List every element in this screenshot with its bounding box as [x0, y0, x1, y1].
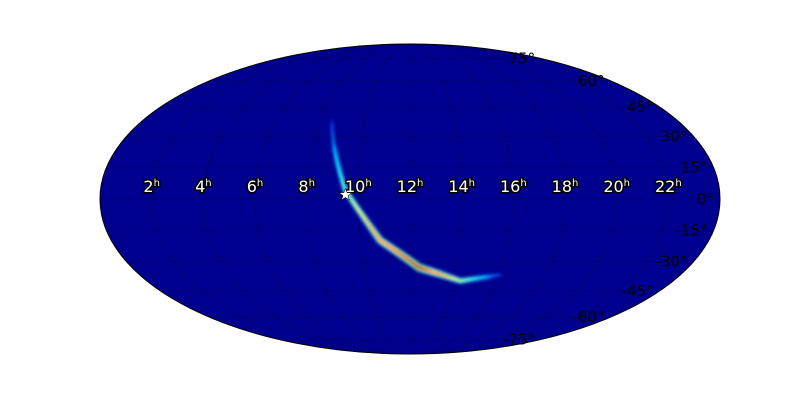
ra-tick-label: 10h [345, 177, 372, 196]
dec-tick-label: -45° [622, 282, 654, 300]
meridian-line [409, 44, 669, 354]
dec-tick-label: 0° [697, 190, 714, 208]
meridian-line [409, 44, 514, 354]
dec-tick-label: 75° [509, 50, 536, 68]
marker [338, 187, 353, 201]
dec-tick-label: 30° [661, 127, 688, 145]
ra-tick-label: 2h [143, 177, 160, 196]
ra-tick-label: 8h [298, 177, 315, 196]
meridian-line [409, 44, 463, 354]
ra-tick-label: 16h [500, 177, 527, 196]
ra-tick-label: 14h [448, 177, 475, 196]
graticule [100, 44, 720, 354]
dec-tick-label: -60° [573, 308, 605, 326]
ra-tick-label: 6h [247, 177, 264, 196]
ra-tick-label: 12h [397, 177, 424, 196]
meridian-line [409, 44, 618, 354]
star-icon [338, 187, 353, 201]
dec-tick-label: -30° [656, 253, 688, 271]
meridian-line [202, 44, 411, 354]
meridian-line [357, 44, 411, 354]
ra-tick-label: 20h [603, 177, 630, 196]
ra-tick-label: 4h [195, 177, 212, 196]
dec-tick-label: 45° [627, 98, 654, 116]
dec-tick-label: -75° [503, 330, 535, 348]
ra-tick-label: 22h [655, 177, 682, 196]
sky-border [99, 43, 721, 355]
sky-background [100, 44, 720, 354]
dec-tick-labels: 75° 60° 45° 30° 15° 0° -15° -30°-45° -60° -75° [503, 50, 714, 349]
dec-tick-label: 15° [681, 158, 708, 176]
meridian-line [151, 44, 411, 354]
probability-arc [330, 120, 502, 284]
ra-tick-labels: 22h 20h 18h 16h 14h 12h 10h 8h 6h 4h 2h [142, 176, 683, 198]
ra-tick-label: 18h [552, 177, 579, 196]
dec-tick-label: 60° [578, 72, 605, 90]
meridian-line [306, 44, 411, 354]
dec-tick-label: -15° [675, 222, 707, 240]
